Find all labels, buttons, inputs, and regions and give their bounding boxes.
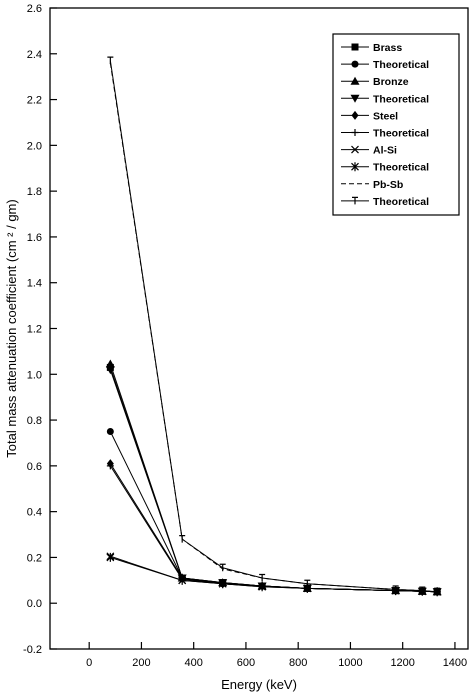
- series-4: [106, 459, 441, 597]
- legend-label: Pb-Sb: [373, 179, 403, 191]
- series-line: [109, 60, 438, 593]
- data-point: [218, 579, 227, 589]
- data-point: [107, 56, 114, 65]
- data-point: [106, 428, 114, 436]
- series-2: [105, 359, 442, 596]
- y-tick-label: 1.8: [27, 186, 42, 198]
- data-point: [419, 586, 426, 595]
- x-tick-label: 1000: [338, 657, 362, 669]
- series-1: [106, 428, 441, 596]
- series-5: [106, 462, 441, 596]
- y-tick-label: 2.4: [27, 49, 42, 61]
- data-point: [258, 582, 267, 592]
- y-tick-label: 2.6: [27, 3, 42, 15]
- y-tick-label: 0.4: [27, 507, 42, 519]
- legend-entry: Theoretical: [341, 128, 429, 140]
- series-0: [106, 363, 441, 596]
- x-tick-label: 1400: [443, 657, 467, 669]
- y-tick-label: 1.4: [27, 278, 42, 290]
- y-tick-label: 1.6: [27, 232, 42, 244]
- y-tick-label: 0.8: [27, 415, 42, 427]
- y-tick-label: -0.2: [23, 644, 42, 656]
- x-axis-title: Energy (keV): [221, 677, 297, 692]
- axes: -0.2 0.0 0.2 0.4 0.6 0.8 1.0 1.2 1.4 1.6 1.8 2.0 2.2…: [4, 3, 469, 692]
- legend-marker: [351, 60, 359, 68]
- legend-entry: Pb-Sb: [341, 179, 403, 191]
- data-point: [106, 552, 115, 562]
- data-point: [179, 535, 186, 543]
- legend-marker: [350, 94, 360, 103]
- legend-label: Steel: [373, 110, 398, 122]
- legend-marker: [351, 129, 359, 136]
- legend-label: Theoretical: [373, 128, 429, 140]
- y-tick-label: 0.2: [27, 552, 42, 564]
- x-tick-label: 1200: [390, 657, 414, 669]
- legend-entry: Theoretical: [341, 196, 429, 208]
- series-9: [107, 56, 441, 596]
- legend-label: Brass: [373, 42, 402, 54]
- series-line: [109, 367, 438, 593]
- x-tick-label: 600: [237, 657, 255, 669]
- legend-entry: Al-Si: [341, 145, 397, 157]
- data-point: [392, 585, 399, 593]
- data-point: [259, 573, 266, 582]
- legend-label: Theoretical: [373, 93, 429, 105]
- legend-entry: Bronze: [341, 76, 409, 88]
- y-tick-label: 2.2: [27, 95, 42, 107]
- series-line: [110, 556, 438, 593]
- x-tick-label: 800: [289, 657, 307, 669]
- legend-entry: Brass: [341, 42, 402, 54]
- legend-label: Theoretical: [373, 59, 429, 71]
- x-tick-label: 200: [132, 657, 150, 669]
- data-point: [105, 366, 115, 375]
- legend-entry: Theoretical: [341, 59, 429, 71]
- legend: Brass Theoretical Bronze Theoretical Steel Th…: [332, 33, 460, 216]
- legend-marker: [352, 196, 358, 205]
- legend-entry: Steel: [341, 110, 398, 122]
- y-tick-label: 0.0: [27, 598, 42, 610]
- legend-marker: [351, 43, 359, 51]
- legend-label: Al-Si: [373, 145, 397, 157]
- data-point: [434, 587, 441, 596]
- y-axis-title: Total mass attenuation coefficient (cm ²…: [4, 199, 19, 457]
- legend-marker: [351, 110, 359, 120]
- legend-entry: Theoretical: [341, 93, 429, 105]
- y-tick-label: 1.2: [27, 324, 42, 336]
- legend-label: Theoretical: [373, 162, 429, 174]
- y-tick-label: 1.0: [27, 369, 42, 381]
- data-point: [219, 563, 226, 572]
- legend-marker: [351, 145, 359, 154]
- series-layer: [105, 56, 442, 597]
- x-tick-label: 0: [86, 657, 92, 669]
- series-line: [109, 363, 438, 593]
- legend-marker: [350, 76, 360, 85]
- data-point: [304, 579, 311, 588]
- legend-label: Theoretical: [373, 196, 429, 208]
- data-point: [106, 462, 114, 470]
- series-3: [105, 366, 442, 597]
- x-tick-label: 400: [185, 657, 203, 669]
- series-7: [106, 552, 442, 597]
- data-point: [105, 359, 115, 368]
- legend-marker: [351, 162, 359, 172]
- legend-label: Bronze: [373, 76, 409, 88]
- y-tick-label: 2.0: [27, 140, 42, 152]
- series-line: [109, 369, 438, 593]
- y-tick-label: 0.6: [27, 461, 42, 473]
- data-point: [178, 575, 187, 585]
- legend-entry: Theoretical: [341, 162, 429, 174]
